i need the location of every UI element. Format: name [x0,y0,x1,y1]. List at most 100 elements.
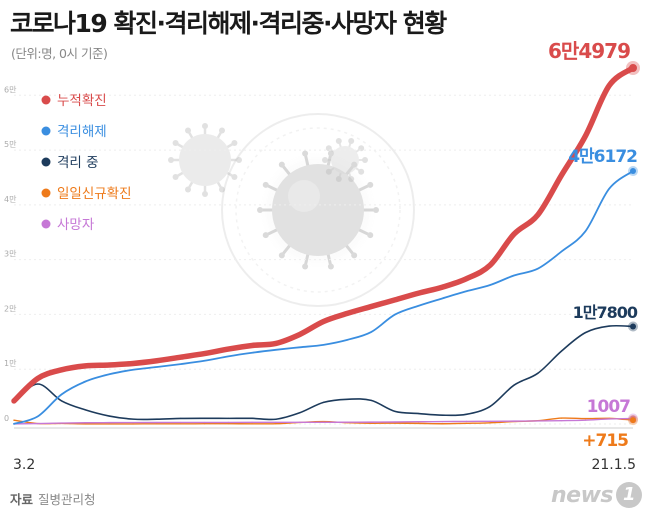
data-point-daily [180,423,182,425]
data-point-confirmed [608,84,610,87]
data-point-deaths [560,420,563,422]
data-point-deaths [537,420,539,422]
legend-label-daily: 일일신규확진 [57,186,132,202]
data-point-released [370,331,372,333]
data-point-daily [156,423,158,425]
data-point-confirmed [465,278,467,280]
data-point-isolated [61,400,63,402]
x-tick-label: 21.1.5 [591,457,636,473]
x-tick-label: 3.2 [13,457,35,473]
data-point-isolated [394,410,396,412]
data-point-isolated [346,398,348,400]
data-point-confirmed [84,365,87,367]
chart-series [11,65,636,425]
data-point-daily [465,422,467,424]
data-point-confirmed [37,377,39,380]
data-point-released [346,339,348,341]
data-point-deaths [108,422,110,424]
legend-swatch-released [41,126,51,136]
data-point-daily [370,422,372,424]
data-point-confirmed [370,305,372,308]
data-point-confirmed [513,233,515,235]
data-point-isolated [251,417,253,419]
data-point-isolated [418,412,420,415]
data-point-released [156,366,158,368]
y-tick-label: 4만 [4,195,17,204]
data-point-confirmed [489,264,491,266]
data-point-daily [560,417,563,419]
data-point-isolated [465,413,467,415]
data-point-daily [275,423,277,425]
data-point-daily [441,423,444,425]
end-label-confirmed: 6만4979 [548,39,630,63]
data-point-confirmed [584,135,586,137]
data-point-released [132,369,134,371]
legend-swatch-isolated [41,157,51,167]
data-point-isolated [584,332,586,334]
data-point-deaths [441,420,444,423]
data-point-isolated [227,417,229,419]
data-point-isolated [84,409,87,411]
legend-swatch-daily [41,188,51,198]
data-point-released [537,268,539,270]
data-point-released [275,349,277,351]
data-point-isolated [156,418,158,420]
data-point-confirmed [322,320,325,323]
y-tick-label: 2만 [4,304,17,313]
data-point-released [584,230,586,232]
chart-end-labels: 6만4979 4만6172 1만7800 1007 +715 [548,39,640,451]
data-point-isolated [489,405,491,407]
legend-swatch-confirmed [41,95,51,105]
data-point-confirmed [346,312,348,315]
data-point-deaths [513,420,515,422]
legend-label-released: 격리해제 [57,124,107,140]
data-point-deaths [203,421,206,424]
data-point-isolated [513,384,515,386]
data-point-confirmed [251,344,253,347]
page-title: 코로나19 확진·격리해제·격리중·사망자 현황 [10,9,447,38]
legend-label-confirmed: 누적확진 [57,93,107,109]
end-label-released: 4만6172 [568,147,637,167]
virus-illustration-small [168,123,368,197]
data-point-confirmed [203,352,206,355]
data-point-confirmed [108,364,110,366]
data-point-isolated [537,372,539,374]
chart-axes: 3.2 21.1.5 [13,427,636,473]
data-point-released [13,423,15,425]
data-point-released [299,346,301,348]
end-marker-daily [630,417,636,424]
y-tick-label: 3만 [4,250,17,259]
data-point-isolated [370,399,372,401]
data-point-daily [84,423,87,425]
data-point-daily [584,418,586,420]
data-point-isolated [275,418,277,420]
end-label-daily: +715 [582,431,628,451]
data-point-isolated [441,414,444,416]
data-point-released [180,363,182,365]
data-point-isolated [37,383,39,385]
data-point-deaths [322,421,325,423]
data-point-isolated [560,350,563,352]
end-marker-released [630,168,636,175]
data-point-deaths [370,421,372,423]
data-point-daily [418,422,420,424]
legend-label-deaths: 사망자 [57,217,95,233]
data-point-released [322,344,325,346]
data-point-released [37,415,39,417]
data-point-isolated [180,417,182,420]
data-point-isolated [299,412,301,414]
chart-grid: 0 1만 2만 3만 4만 5만 6만 [4,85,633,425]
data-point-confirmed [180,356,182,358]
data-point-confirmed [156,360,158,362]
data-point-confirmed [537,214,539,216]
data-point-deaths [156,421,158,424]
data-point-daily [227,423,229,425]
data-point-released [513,274,515,277]
series-line-isolated [13,324,634,421]
data-point-daily [203,423,206,425]
data-point-daily [13,419,15,421]
data-point-deaths [465,420,467,422]
end-marker-confirmed [629,64,637,72]
